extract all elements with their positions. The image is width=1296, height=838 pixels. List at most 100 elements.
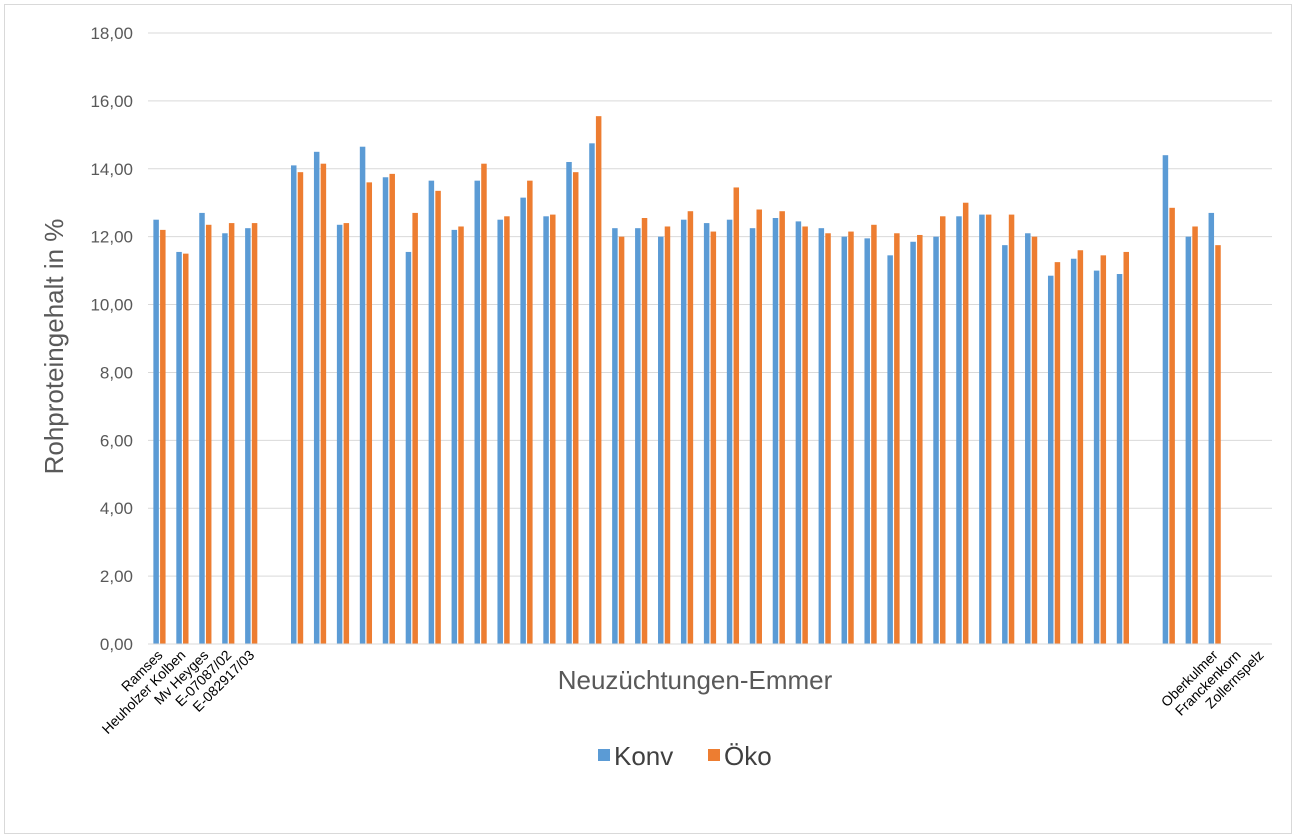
bar-konv — [543, 216, 549, 645]
bar-oeko — [618, 236, 625, 645]
bar-oeko — [572, 172, 579, 645]
bar-oeko — [1215, 245, 1221, 644]
bar-oeko — [917, 234, 923, 644]
y-tick-label: 12,00 — [90, 228, 133, 247]
bar-konv — [245, 228, 251, 644]
bar-oeko — [687, 211, 694, 644]
bar-oeko — [160, 229, 166, 644]
y-tick-label: 0,00 — [100, 635, 133, 654]
bar-konv — [199, 212, 205, 644]
bar-konv — [589, 143, 595, 644]
bar-konv — [933, 236, 939, 645]
bar-konv — [979, 214, 985, 644]
bar-konv — [818, 228, 825, 644]
bar-konv — [658, 236, 664, 645]
y-tick-label: 2,00 — [100, 567, 133, 586]
bar-oeko — [848, 231, 854, 644]
bar-konv — [726, 219, 733, 644]
bar-oeko — [320, 163, 327, 644]
bar-oeko — [962, 202, 969, 644]
bar-oeko — [297, 172, 304, 645]
bar-konv — [520, 197, 526, 644]
bar-konv — [313, 151, 320, 644]
bar-oeko — [205, 224, 212, 645]
bar-konv — [382, 177, 389, 644]
bar-oeko — [251, 223, 258, 644]
bar-oeko — [481, 163, 487, 644]
bars — [153, 116, 1221, 645]
bar-konv — [474, 180, 481, 644]
y-tick-labels: 0,00 2,00 4,00 6,00 8,00 10,00 12,00 14,00 16,00… — [90, 24, 133, 654]
bar-konv — [336, 224, 343, 645]
bar-konv — [772, 218, 779, 644]
bar-konv — [153, 219, 159, 644]
bar-konv — [1162, 155, 1169, 644]
bar-oeko — [825, 233, 831, 644]
bar-konv — [176, 251, 182, 644]
legend-swatch — [598, 749, 610, 761]
bar-konv — [428, 180, 435, 644]
y-tick-label: 14,00 — [90, 160, 133, 179]
bar-konv — [635, 228, 641, 644]
x-axis-title: Neuzüchtungen-Emmer — [558, 665, 833, 695]
bar-oeko — [894, 233, 900, 644]
bar-oeko — [458, 226, 464, 645]
bar-konv — [1208, 212, 1215, 644]
bar-oeko — [1100, 255, 1107, 644]
bar-oeko — [366, 182, 373, 645]
bar-oeko — [527, 180, 533, 644]
gridlines — [148, 32, 1272, 577]
bar-oeko — [228, 223, 235, 644]
bar-konv — [1025, 233, 1031, 644]
bar-konv — [910, 241, 916, 644]
y-axis-title: Rohproteingehalt in % — [39, 219, 69, 475]
bar-oeko — [1123, 251, 1129, 644]
bar-konv — [612, 228, 618, 644]
legend: Konv Öko — [598, 741, 772, 771]
bar-oeko — [1008, 214, 1015, 644]
y-tick-label: 8,00 — [100, 363, 133, 382]
bar-konv — [887, 255, 893, 644]
bar-konv — [1002, 245, 1008, 644]
bar-konv — [795, 221, 802, 644]
bar-konv — [703, 223, 710, 644]
bar-konv — [864, 238, 870, 645]
bar-oeko — [183, 253, 189, 644]
chart-frame — [4, 4, 1292, 834]
y-tick-label: 4,00 — [100, 499, 133, 518]
bar-oeko — [779, 211, 785, 644]
bar-konv — [749, 228, 756, 644]
bar-konv — [405, 251, 412, 644]
bar-konv — [1116, 274, 1123, 644]
bar-oeko — [412, 212, 418, 644]
bar-oeko — [733, 187, 740, 644]
legend-label: Konv — [614, 741, 673, 771]
bar-oeko — [550, 214, 556, 644]
legend-swatch — [708, 749, 720, 761]
bar-oeko — [802, 226, 808, 645]
bar-oeko — [343, 223, 350, 644]
bar-konv — [1047, 275, 1054, 644]
bar-oeko — [1077, 250, 1084, 645]
bar-oeko — [939, 216, 946, 645]
bar-konv — [1070, 258, 1077, 644]
bar-oeko — [1054, 262, 1061, 645]
bar-oeko — [595, 116, 602, 644]
y-tick-label: 16,00 — [90, 92, 133, 111]
bar-konv — [359, 146, 366, 644]
bar-konv — [956, 216, 962, 645]
bar-konv — [841, 236, 848, 645]
bar-oeko — [1169, 207, 1175, 644]
y-tick-label: 10,00 — [90, 296, 133, 315]
bar-oeko — [756, 209, 762, 644]
legend-label: Öko — [724, 741, 772, 771]
bar-oeko — [435, 190, 441, 644]
bar-konv — [497, 219, 503, 644]
bar-oeko — [504, 216, 510, 645]
bar-oeko — [1031, 236, 1038, 645]
bar-oeko — [871, 224, 877, 645]
bar-konv — [566, 161, 572, 645]
bar-konv — [222, 233, 228, 644]
y-tick-label: 18,00 — [90, 24, 133, 43]
